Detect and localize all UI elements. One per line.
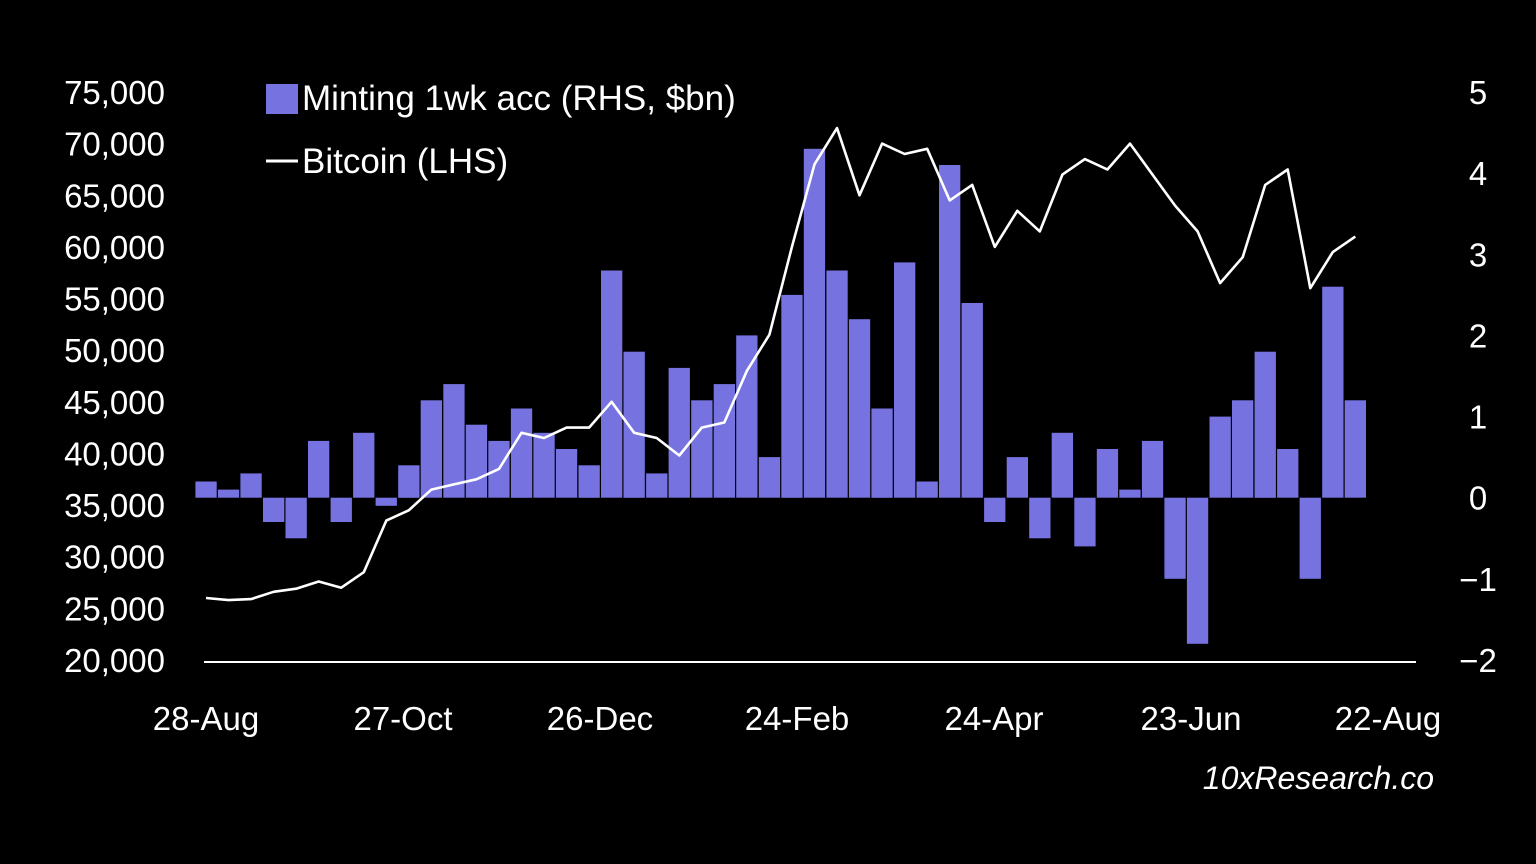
minting-bar <box>1141 440 1164 498</box>
minting-bar <box>871 408 893 498</box>
minting-bar <box>308 440 330 498</box>
minting-bar <box>1299 497 1321 579</box>
y-axis-right-ticks: 5 4 3 2 1 0 −1 −2 <box>1459 74 1497 679</box>
minting-bar <box>916 481 938 498</box>
minting-bar <box>578 465 600 498</box>
minting-bar <box>826 270 848 498</box>
y-left-tick-label: 75,000 <box>64 74 165 111</box>
y-left-tick-label: 65,000 <box>64 177 165 214</box>
y-left-tick-label: 45,000 <box>64 384 165 421</box>
y-left-tick-label: 70,000 <box>64 126 165 163</box>
minting-bar <box>1254 351 1276 498</box>
legend-label-minting: Minting 1wk acc (RHS, $bn) <box>302 79 736 118</box>
minting-bar <box>713 384 735 498</box>
y-left-tick-label: 50,000 <box>64 332 165 369</box>
y-right-tick-label: 4 <box>1469 155 1487 192</box>
minting-bar <box>443 384 465 498</box>
y-right-tick-label: 1 <box>1469 399 1487 436</box>
x-axis-ticks: 28-Aug 27-Oct 26-Dec 24-Feb 24-Apr 23-Jun 22-A… <box>153 700 1441 737</box>
minting-bars <box>195 148 1366 644</box>
y-left-tick-label: 55,000 <box>64 281 165 318</box>
minting-bar <box>1119 489 1141 498</box>
minting-bar <box>1277 449 1299 498</box>
y-right-tick-label: −2 <box>1459 642 1497 679</box>
minting-bar <box>1344 400 1366 498</box>
minting-bar <box>758 457 781 498</box>
y-right-tick-label: 0 <box>1469 480 1487 517</box>
y-left-tick-label: 60,000 <box>64 229 165 266</box>
minting-bar <box>1322 286 1344 498</box>
x-tick-label: 26-Dec <box>547 700 653 737</box>
minting-bar <box>240 473 262 498</box>
minting-bar <box>691 400 713 498</box>
minting-bar <box>646 473 668 498</box>
minting-bar <box>398 465 420 498</box>
x-tick-label: 24-Feb <box>745 700 850 737</box>
minting-bar <box>1209 416 1231 498</box>
minting-bar <box>195 481 217 498</box>
minting-bar <box>984 497 1006 522</box>
minting-bar <box>533 432 555 498</box>
x-tick-label: 24-Apr <box>944 700 1043 737</box>
x-tick-label: 27-Oct <box>353 700 452 737</box>
y-left-tick-label: 20,000 <box>64 642 165 679</box>
y-left-tick-label: 35,000 <box>64 487 165 524</box>
minting-bar <box>1051 432 1073 498</box>
minting-bar <box>465 424 488 498</box>
y-right-tick-label: −1 <box>1459 561 1497 598</box>
minting-bar <box>1029 497 1051 539</box>
minting-bar <box>1074 497 1096 547</box>
y-axis-left-ticks: 75,000 70,000 65,000 60,000 55,000 50,000 45,0… <box>64 74 165 679</box>
y-left-tick-label: 25,000 <box>64 590 165 627</box>
minting-bar <box>1232 400 1254 498</box>
minting-bar <box>1186 497 1209 644</box>
source-label: 10xResearch.co <box>1203 760 1434 796</box>
bitcoin-line <box>205 126 1357 602</box>
minting-bar <box>894 262 916 498</box>
minting-bar <box>1164 497 1186 579</box>
legend-swatch-minting <box>266 84 298 114</box>
minting-bar <box>848 319 871 498</box>
minting-bar <box>803 148 826 498</box>
y-right-tick-label: 3 <box>1469 236 1487 273</box>
minting-bar <box>263 497 285 522</box>
minting-bar <box>736 335 758 498</box>
minting-bar <box>1006 457 1028 498</box>
minting-bar <box>601 270 623 498</box>
minting-bar <box>555 449 578 498</box>
x-tick-label: 23-Jun <box>1141 700 1242 737</box>
minting-bar <box>330 497 352 522</box>
minting-bar <box>668 367 690 498</box>
x-tick-label: 28-Aug <box>153 700 259 737</box>
minting-bar <box>1096 449 1119 498</box>
minting-bar <box>961 303 983 498</box>
minting-bar <box>939 165 961 498</box>
minting-bar <box>353 432 375 498</box>
y-right-tick-label: 5 <box>1469 74 1487 111</box>
minting-bar <box>420 400 442 498</box>
minting-bar <box>375 497 397 506</box>
legend-label-bitcoin: Bitcoin (LHS) <box>302 142 508 181</box>
x-tick-label: 22-Aug <box>1335 700 1441 737</box>
minting-bar <box>285 497 307 539</box>
minting-bar <box>623 351 645 498</box>
legend: Minting 1wk acc (RHS, $bn) Bitcoin (LHS) <box>266 79 736 181</box>
y-left-tick-label: 40,000 <box>64 436 165 473</box>
y-left-tick-label: 30,000 <box>64 539 165 576</box>
minting-bar <box>781 294 803 498</box>
minting-bar <box>510 408 533 498</box>
y-right-tick-label: 2 <box>1469 317 1487 354</box>
minting-bar <box>217 489 240 498</box>
